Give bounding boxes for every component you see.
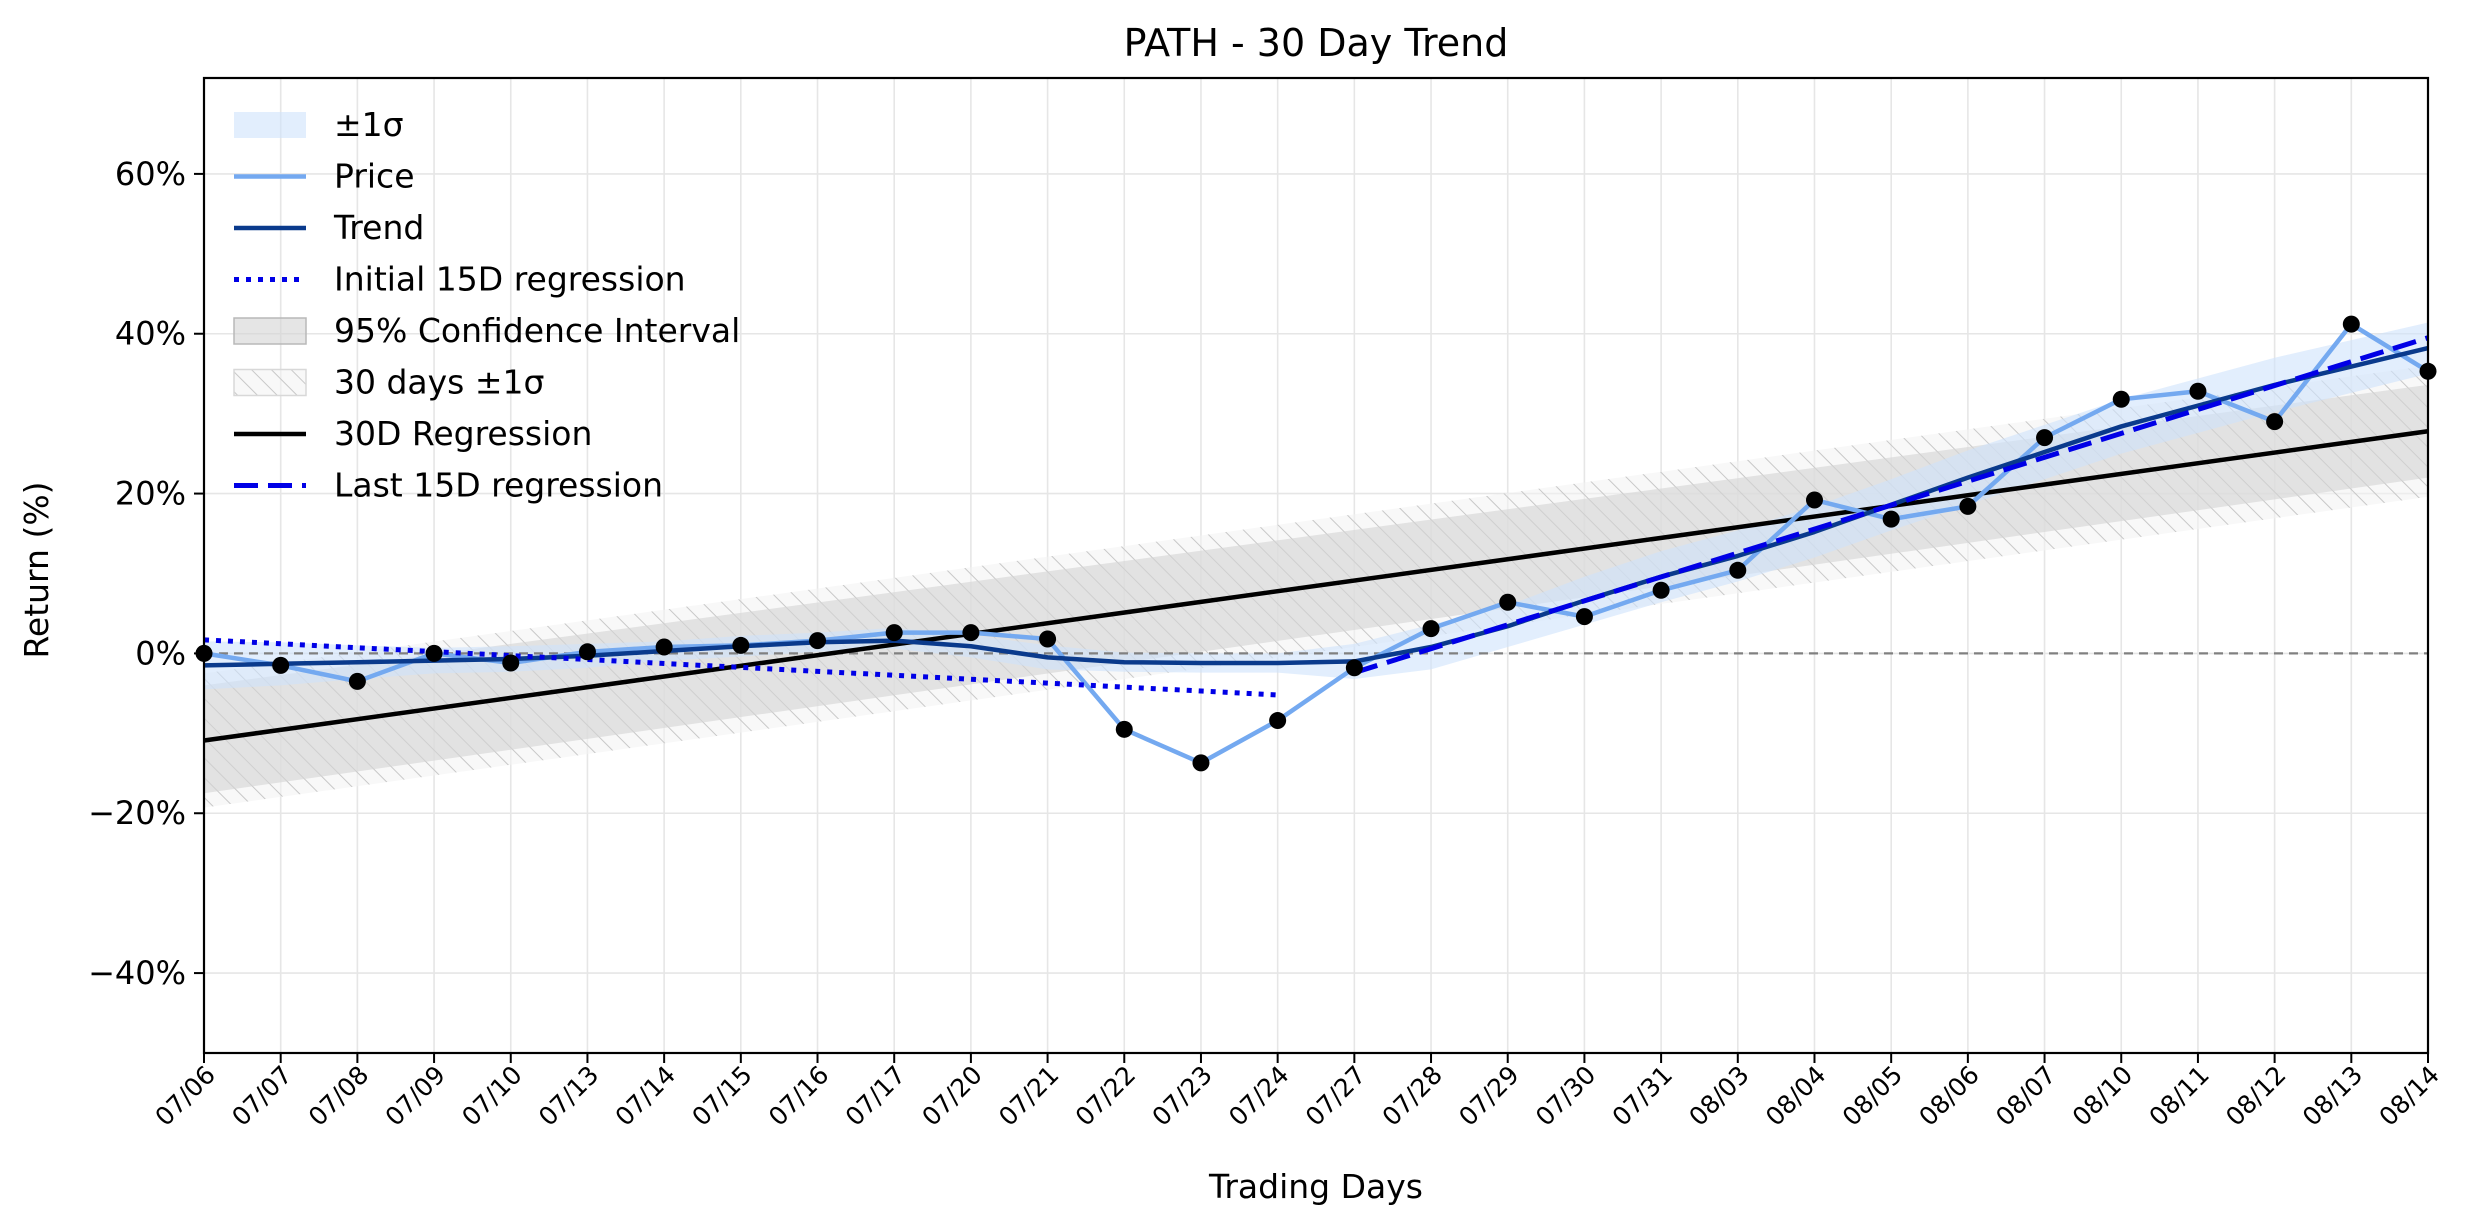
x-tick-label: 07/23 [1146,1060,1217,1131]
price-marker [425,644,443,662]
x-tick-label: 07/27 [1300,1060,1371,1131]
x-tick-label: 08/13 [2297,1060,2368,1131]
legend-item: Last 15D regression [234,466,663,505]
price-marker [2112,390,2130,408]
legend-label: 95% Confidence Interval [334,311,740,350]
legend-label: Price [334,157,415,196]
x-tick-label: 07/29 [1453,1060,1524,1131]
price-marker [2342,315,2360,333]
x-tick-label: 07/14 [610,1060,681,1131]
series-30d-regression [203,429,2429,743]
chart-title: PATH - 30 Day Trend [1124,21,1509,65]
plot-frame [202,76,2430,1055]
legend-label: Initial 15D regression [334,260,686,299]
x-tick-label: 08/06 [1913,1060,1984,1131]
y-axis-label: Return (%) [17,481,56,658]
x-tick-label: 08/04 [1760,1060,1831,1131]
price-marker [578,643,596,661]
price-marker [272,656,290,674]
price-marker [348,672,366,690]
x-tick-label: 07/09 [380,1060,451,1131]
price-marker [1345,659,1363,677]
x-tick-label: 08/07 [1990,1060,2061,1131]
series-last-15d-regression [1353,335,2429,675]
price-marker [1805,491,1823,509]
legend-swatch-ci [233,317,307,345]
legend-item: ±1σ [234,105,404,144]
y-tick-label: 20% [115,475,186,513]
x-tick-label: 07/17 [840,1060,911,1131]
legend-label: ±1σ [334,105,404,144]
price-marker [1729,561,1747,579]
price-markers [195,315,2437,772]
price-marker [1882,510,1900,528]
price-marker [732,636,750,654]
legend-item: 30D Regression [234,414,592,453]
x-tick-label: 08/12 [2220,1060,2291,1131]
x-tick-label: 07/08 [303,1060,374,1131]
legend: ±1σ Price Trend Initial 15D regression 95% C… [233,105,740,505]
legend-swatch-sigma [234,112,306,138]
x-tick-label: 07/28 [1377,1060,1448,1131]
x-tick-label: 07/13 [533,1060,604,1131]
price-marker [885,624,903,642]
price-marker [962,624,980,642]
series-price [203,321,2430,766]
y-tick-label: 40% [115,315,186,353]
price-marker [1575,608,1593,626]
legend-item: Price [234,157,415,196]
legend-swatch-30d-sigma [233,368,307,397]
x-tick-label: 07/07 [226,1060,297,1131]
x-tick-label: 08/11 [2143,1060,2214,1131]
legend-label: 30D Regression [334,414,592,453]
x-axis-label: Trading Days [1208,1167,1423,1206]
legend-item: 30 days ±1σ [233,363,544,402]
x-tick-label: 07/15 [686,1060,757,1131]
price-marker [1039,630,1057,648]
legend-label: Last 15D regression [334,466,663,505]
legend-item: Trend [234,208,424,247]
x-tick-label: 08/03 [1683,1060,1754,1131]
x-tick-label: 08/10 [2067,1060,2138,1131]
y-tick-label: −40% [88,954,186,992]
y-tick-label: 60% [115,155,186,193]
price-marker [1115,720,1133,738]
x-tick-label: 07/31 [1607,1060,1678,1131]
x-tick-label: 08/14 [2374,1060,2445,1131]
series-lines [203,321,2430,766]
price-marker [1422,620,1440,638]
y-tick-label: 0% [135,634,186,672]
price-marker [1269,712,1287,730]
legend-label: 30 days ±1σ [334,363,544,402]
price-marker [2189,382,2207,400]
x-tick-label: 08/05 [1837,1060,1908,1131]
price-marker [1959,497,1977,515]
price-marker [1652,581,1670,599]
x-tick-label: 07/21 [993,1060,1064,1131]
x-tick-label: 07/22 [1070,1060,1141,1131]
price-marker [1192,754,1210,772]
price-marker [502,654,520,672]
legend-item: 95% Confidence Interval [233,311,740,350]
x-tick-label: 07/20 [916,1060,987,1131]
x-tick-label: 07/30 [1530,1060,1601,1131]
price-marker [2266,413,2284,431]
series-trend [203,345,2429,668]
x-tick-label: 07/06 [150,1060,221,1131]
price-marker [655,638,673,656]
x-tick-label: 07/24 [1223,1060,1294,1131]
x-tick-label: 07/16 [763,1060,834,1131]
price-marker [1499,593,1517,611]
x-tick-label: 07/10 [456,1060,527,1131]
y-tick-label: −20% [88,794,186,832]
legend-item: Initial 15D regression [234,260,686,299]
price-marker [2036,429,2054,447]
legend-label: Trend [333,208,424,247]
price-marker [809,632,827,650]
